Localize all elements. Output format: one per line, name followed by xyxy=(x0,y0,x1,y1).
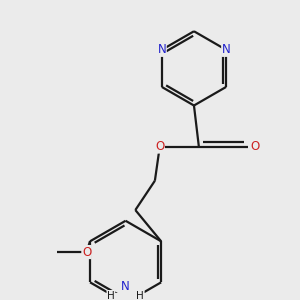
Text: N: N xyxy=(222,43,230,56)
Text: N: N xyxy=(121,280,130,293)
Text: O: O xyxy=(250,140,260,153)
Text: H: H xyxy=(107,290,115,300)
Text: N: N xyxy=(158,43,166,56)
Text: O: O xyxy=(155,140,164,153)
Text: H: H xyxy=(136,290,144,300)
Text: O: O xyxy=(82,245,91,259)
